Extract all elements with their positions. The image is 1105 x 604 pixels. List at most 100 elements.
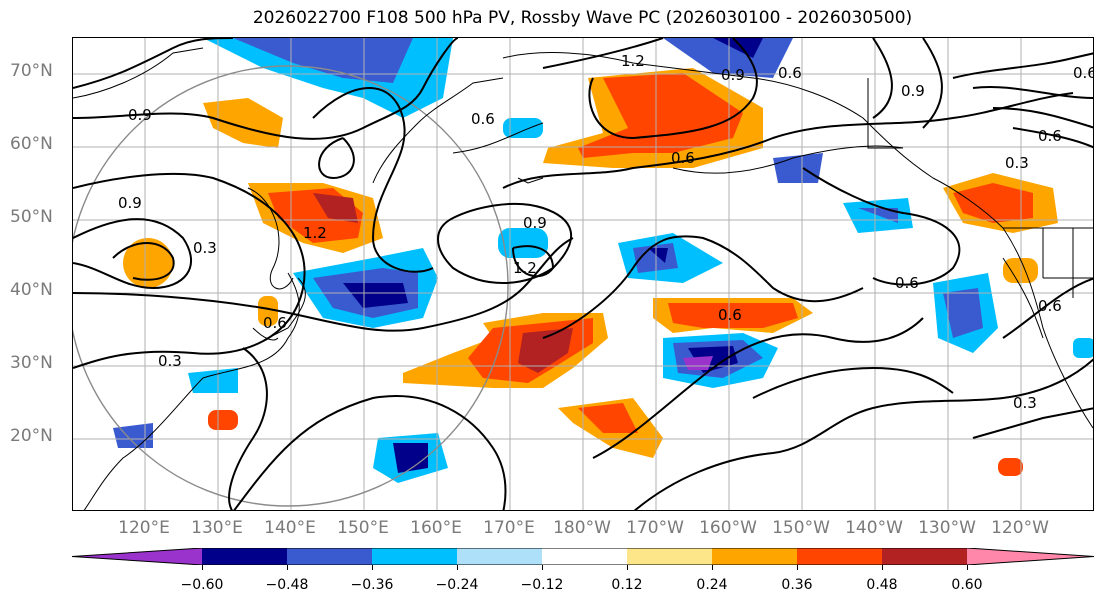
- lon-label-170w: 170°W: [626, 518, 684, 538]
- colorbar-tick-label: 0.48: [866, 577, 898, 593]
- contour-label: 0.6: [1073, 64, 1094, 82]
- contour-line: [542, 235, 864, 339]
- anomaly-positive: [578, 403, 638, 433]
- contour-label: 0.3: [158, 352, 182, 370]
- contour-line: [802, 167, 961, 286]
- contour-label: 1.2: [513, 259, 537, 277]
- contour-line: [872, 38, 943, 129]
- contour-line: [592, 317, 924, 459]
- lon-label-150w: 150°W: [772, 518, 830, 538]
- coastline-north-america: [1002, 227, 1093, 429]
- anomaly-negative: [648, 248, 668, 263]
- colorbar-segment: [627, 548, 712, 565]
- coastline-kamchatka: [372, 77, 504, 184]
- colorbar-segment: [202, 548, 287, 565]
- contour-label: 0.9: [721, 66, 745, 84]
- colorbar-tick: [797, 565, 798, 570]
- contour-label: 0.6: [895, 274, 919, 292]
- contour-label: 0.6: [471, 110, 495, 128]
- colorbar-tick-label: −0.24: [435, 577, 479, 593]
- contour-label: 0.9: [523, 214, 547, 232]
- colorbar-segment: [882, 548, 967, 565]
- contour-label: 0.6: [1038, 127, 1062, 145]
- contour-line: [633, 358, 1093, 510]
- map-canvas: 1.2 0.9 0.6 0.9 0.9 0.6 0.3 0.9 0.6 1.2 …: [73, 38, 1094, 510]
- contour-labels: 1.2 0.9 0.6 0.9 0.9 0.6 0.3 0.9 0.6 1.2 …: [118, 52, 1094, 412]
- contour-line: [502, 92, 1074, 189]
- contour-label: 1.2: [303, 224, 327, 242]
- anomaly-positive: [668, 303, 798, 328]
- coastline-alaska: [502, 52, 1004, 229]
- colorbar-tick-label: 0.60: [951, 577, 983, 593]
- anomaly-negative: [943, 288, 983, 338]
- anomaly-negative: [663, 38, 793, 78]
- anomaly-positive: [998, 458, 1023, 476]
- contour-line: [318, 137, 355, 180]
- anomaly-negative: [713, 38, 763, 58]
- colorbar-tick: [542, 565, 543, 570]
- contour-label: 0.6: [718, 306, 742, 324]
- contour-line: [752, 366, 954, 399]
- anomaly-positive: [208, 410, 238, 430]
- colorbar-tick: [202, 565, 203, 570]
- contour-line: [112, 242, 175, 281]
- lon-label-130e: 130°E: [191, 518, 243, 538]
- contour-label: 0.6: [671, 149, 695, 167]
- colorbar-tick-label: 0.24: [696, 577, 728, 593]
- colorbar-segment: [457, 548, 542, 565]
- colorbar-tick-label: −0.48: [265, 577, 309, 593]
- anomaly-negative: [393, 443, 428, 473]
- colorbar-tick: [287, 565, 288, 570]
- contour-line: [73, 38, 459, 140]
- anomaly-positive: [313, 193, 358, 223]
- coastline-asia: [73, 47, 300, 510]
- lon-label-160e: 160°E: [410, 518, 462, 538]
- anomaly-positive: [123, 238, 173, 288]
- lon-label-170e: 170°E: [483, 518, 535, 538]
- contour-label: 0.3: [1013, 394, 1037, 412]
- anomaly-negative: [858, 208, 898, 223]
- contour-label: 0.6: [778, 64, 802, 82]
- colorbar-segment: [797, 548, 882, 565]
- colorbar-extend-low: [72, 548, 202, 565]
- map-title: 2026022700 F108 500 hPa PV, Rossby Wave …: [252, 8, 913, 28]
- lon-label-140w: 140°W: [845, 518, 903, 538]
- contour-label: 0.9: [118, 194, 142, 212]
- colorbar-segment: [287, 548, 372, 565]
- lat-label-30n: 30°N: [10, 353, 53, 373]
- lon-label-150e: 150°E: [337, 518, 389, 538]
- colorbar-tick: [967, 565, 968, 570]
- pv-anomaly-shading: [113, 38, 1093, 483]
- colorbar-tick-label: −0.60: [180, 577, 224, 593]
- contour-label: 0.6: [1038, 297, 1062, 315]
- contour-label: 0.9: [128, 106, 152, 124]
- map-panel: 1.2 0.9 0.6 0.9 0.9 0.6 0.3 0.9 0.6 1.2 …: [72, 37, 1094, 511]
- contour-line: [972, 407, 1093, 439]
- anomaly-negative: [343, 283, 408, 308]
- lat-label-60n: 60°N: [10, 134, 53, 154]
- contour-line: [588, 38, 758, 140]
- lat-label-50n: 50°N: [10, 207, 53, 227]
- contour-label: 0.9: [901, 82, 925, 100]
- colorbar-extend-high: [967, 548, 1094, 565]
- coastlines: [73, 47, 1093, 510]
- anomaly-negative: [188, 368, 238, 393]
- pv-contours: [73, 38, 1093, 510]
- colorbar: [72, 548, 1094, 565]
- colorbar-tick-label: −0.12: [520, 577, 564, 593]
- contour-line: [512, 245, 555, 278]
- colorbar-tick: [712, 565, 713, 570]
- colorbar-tick: [627, 565, 628, 570]
- colorbar-segment: [542, 548, 627, 565]
- lon-label-160w: 160°W: [699, 518, 757, 538]
- colorbar-tick: [457, 565, 458, 570]
- colorbar-tick: [882, 565, 883, 570]
- rossby-region-circle: [73, 65, 509, 507]
- contour-line: [73, 237, 574, 332]
- contour-line: [233, 395, 507, 510]
- anomaly-positive: [203, 98, 283, 148]
- lat-label-40n: 40°N: [10, 280, 53, 300]
- contour-line: [73, 172, 306, 369]
- lon-label-140e: 140°E: [264, 518, 316, 538]
- anomaly-negative: [1073, 338, 1093, 358]
